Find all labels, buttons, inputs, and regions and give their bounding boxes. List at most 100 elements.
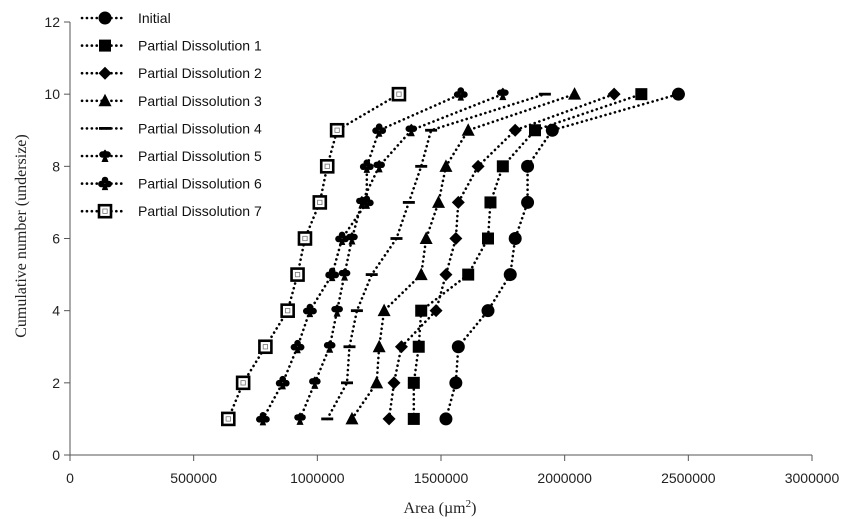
data-point xyxy=(462,268,475,281)
series-partial-dissolution-3 xyxy=(345,87,582,425)
data-point xyxy=(290,267,305,282)
y-tick-label: 12 xyxy=(44,14,60,30)
series-partial-dissolution-6 xyxy=(256,87,468,426)
data-point xyxy=(390,237,403,240)
series-partial-dissolution-1 xyxy=(407,88,648,425)
x-axis-title-close: ) xyxy=(471,500,476,517)
data-point xyxy=(323,340,336,353)
data-point xyxy=(407,412,420,425)
legend: Initial Partial Dissolution 1 Partial Diss… xyxy=(80,10,262,219)
data-point xyxy=(325,267,340,282)
legend-label: Partial Dissolution 7 xyxy=(138,203,262,219)
data-point xyxy=(329,122,345,138)
data-point xyxy=(461,123,475,136)
legend-marker xyxy=(98,176,112,191)
data-point xyxy=(343,345,356,349)
data-point xyxy=(312,195,328,210)
data-point xyxy=(373,159,385,173)
series-line xyxy=(444,92,680,421)
x-axis-title: Area (µm2) xyxy=(404,498,477,517)
data-point xyxy=(497,87,509,101)
legend-label: Partial Dissolution 4 xyxy=(138,120,262,136)
data-point xyxy=(405,123,418,137)
data-point xyxy=(297,231,313,246)
x-tick-label: 0 xyxy=(66,470,74,486)
data-point xyxy=(484,196,497,209)
y-tick-label: 10 xyxy=(44,86,60,102)
data-point xyxy=(496,160,509,173)
x-tick-label: 1000000 xyxy=(290,470,345,486)
data-point xyxy=(439,159,453,172)
data-point xyxy=(220,411,236,427)
data-point xyxy=(432,195,446,208)
data-point xyxy=(382,412,396,426)
series-line xyxy=(350,92,576,421)
data-point xyxy=(503,268,517,282)
data-point xyxy=(412,340,425,353)
data-point xyxy=(545,123,559,137)
y-axis-title: Cumulative number (undersize) xyxy=(13,134,30,338)
data-point xyxy=(439,412,453,426)
data-point xyxy=(387,376,401,390)
legend-entry: Initial xyxy=(80,10,171,26)
x-axis-title-main: Area (µm xyxy=(404,500,467,517)
legend-label: Partial Dissolution 3 xyxy=(138,93,262,109)
data-point xyxy=(451,195,465,209)
data-point xyxy=(528,124,541,137)
data-point xyxy=(414,267,428,281)
data-point xyxy=(280,303,295,318)
data-point xyxy=(481,304,495,318)
data-point xyxy=(394,340,408,354)
x-tick-label: 2000000 xyxy=(537,470,592,486)
data-point xyxy=(370,375,384,389)
data-point xyxy=(429,304,443,318)
data-point xyxy=(449,232,463,245)
legend-label: Partial Dissolution 1 xyxy=(138,38,262,54)
legend-marker xyxy=(98,93,112,107)
series-partial-dissolution-5 xyxy=(294,87,509,425)
data-point xyxy=(538,92,551,96)
series-line xyxy=(261,92,463,421)
data-point xyxy=(419,231,433,244)
series-partial-dissolution-2 xyxy=(382,87,621,426)
data-point xyxy=(359,195,374,209)
data-point xyxy=(294,412,306,425)
x-tick-label: 1500000 xyxy=(414,470,469,486)
data-point xyxy=(391,86,407,102)
series-partial-dissolution-7 xyxy=(220,86,407,427)
x-tick-label: 500000 xyxy=(170,470,217,486)
data-point xyxy=(568,87,582,100)
data-point xyxy=(635,88,648,101)
legend-label: Partial Dissolution 6 xyxy=(138,176,262,192)
legend-entry: Partial Dissolution 2 xyxy=(80,65,262,81)
legend-marker xyxy=(99,127,111,130)
legend-entry: Partial Dissolution 5 xyxy=(80,148,262,164)
data-point xyxy=(607,87,621,101)
legend-entry: Partial Dissolution 4 xyxy=(80,120,262,136)
data-point xyxy=(335,231,349,245)
data-point xyxy=(331,304,343,317)
data-point xyxy=(671,87,685,101)
data-point xyxy=(309,376,321,389)
data-point xyxy=(508,123,522,137)
data-point xyxy=(359,159,374,173)
data-point xyxy=(508,232,522,245)
series-line xyxy=(226,92,401,421)
legend-label: Partial Dissolution 5 xyxy=(138,148,262,164)
legend-marker xyxy=(98,11,112,25)
data-point xyxy=(346,232,358,245)
data-point xyxy=(350,309,363,313)
series-line xyxy=(325,92,547,421)
data-point xyxy=(321,417,334,421)
data-point xyxy=(521,195,535,209)
legend-label: Partial Dissolution 2 xyxy=(138,65,262,81)
data-point xyxy=(439,268,453,282)
data-point xyxy=(258,339,273,355)
legend-marker xyxy=(99,149,111,162)
data-point xyxy=(449,376,463,390)
x-axis-title-superscript: 2 xyxy=(466,498,472,510)
data-point xyxy=(471,159,485,173)
y-tick-label: 4 xyxy=(52,303,60,319)
series-initial xyxy=(439,87,685,426)
